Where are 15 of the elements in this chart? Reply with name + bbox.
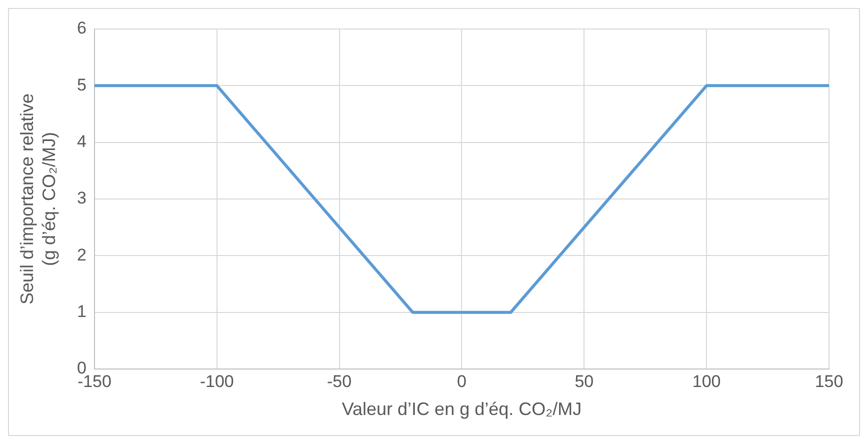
y-tick-label: 1 <box>76 302 86 322</box>
y-tick-label: 5 <box>76 75 86 94</box>
x-tick-label: -50 <box>327 372 352 391</box>
y-tick-label: 0 <box>76 358 86 378</box>
y-tick-label: 6 <box>76 18 86 38</box>
x-tick-label: 50 <box>574 372 594 391</box>
x-tick-label: -100 <box>200 372 234 391</box>
x-axis-title: Valeur d’IC en g d’éq. CO₂/MJ <box>342 399 582 420</box>
x-tick-label: 0 <box>456 372 466 391</box>
y-tick-label: 2 <box>76 245 86 264</box>
y-tick-label: 3 <box>76 188 86 208</box>
x-tick-label: 150 <box>814 372 844 391</box>
y-axis-title: Seuil d’importance relative (g d’éq. CO₂/MJ) <box>16 93 59 305</box>
x-tick-label: 100 <box>692 372 721 391</box>
y-tick-label: 4 <box>76 132 86 152</box>
